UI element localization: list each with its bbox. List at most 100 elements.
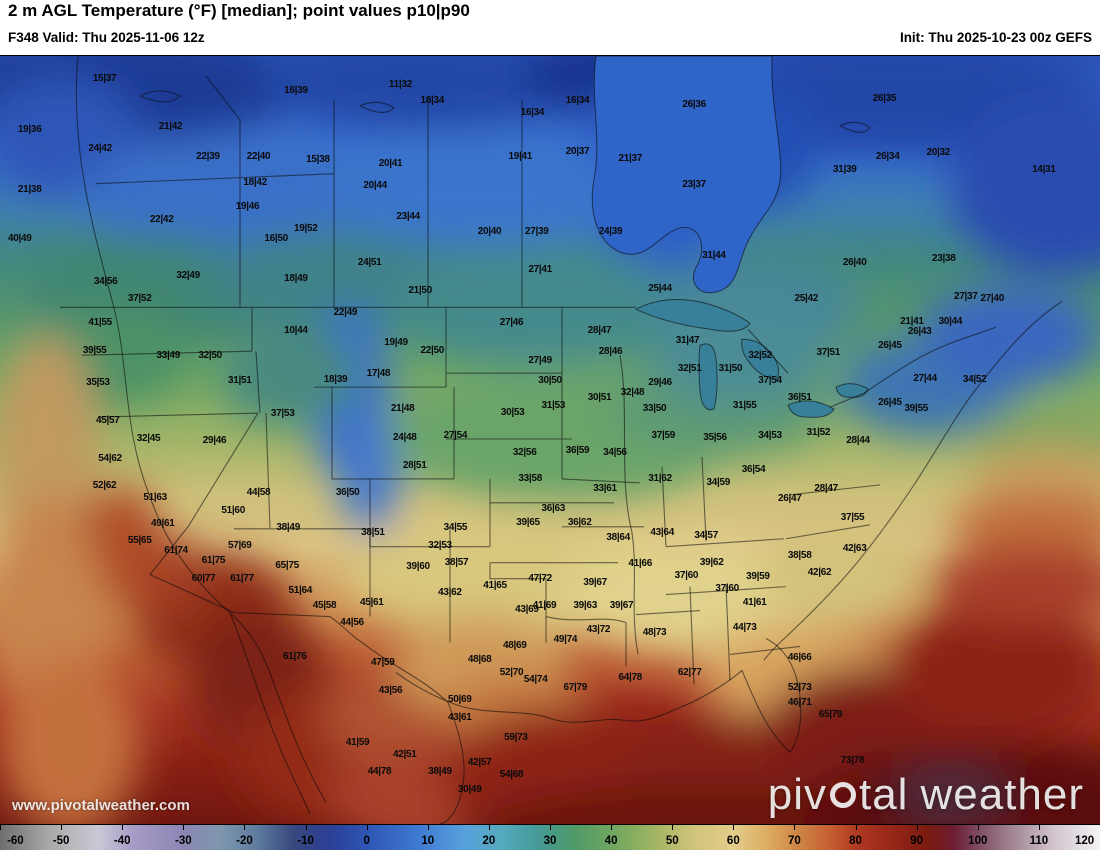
point-value: 61|74 [164,544,188,556]
temperature-map[interactable]: 15|37 16|39 11|32 18|34 16|34 16|34 26|36 26|35… [0,55,1100,825]
point-value: 32|49 [176,270,200,282]
point-value: 19|41 [508,150,533,162]
point-value: 25|42 [794,292,819,304]
water-bodies [591,56,869,418]
point-value: 20|37 [565,146,590,157]
point-value: 39|55 [904,403,929,415]
point-value: 44|78 [367,765,392,777]
point-value: 39|67 [583,576,607,588]
point-value: 28|47 [814,483,838,495]
point-value: 30|51 [587,391,612,403]
point-value: 41|69 [532,599,557,611]
point-value: 39|59 [746,571,770,583]
point-value: 30|49 [457,784,482,796]
point-value: 40|49 [8,232,32,244]
point-value: 42|57 [467,757,492,769]
point-value: 50|69 [448,693,472,705]
point-value: 34|56 [603,447,627,459]
point-value: 31|62 [648,473,672,485]
point-value: 25|44 [648,282,672,294]
point-value: 16|34 [520,106,545,118]
colorbar-tick-mark [0,825,1,830]
point-value: 31|51 [228,374,252,386]
point-value: 24|51 [357,256,382,268]
colorbar-tick-label: 120 [1075,835,1095,847]
point-value: 27|44 [913,373,937,385]
point-value: 32|48 [620,387,645,399]
point-value: 52|62 [92,480,117,492]
point-value: 26|34 [875,150,900,162]
point-value: 39|65 [516,516,540,528]
point-value: 51|64 [288,584,313,596]
point-value: 42|51 [393,748,417,760]
header-subrow: F348 Valid: Thu 2025-11-06 12z Init: Thu… [8,30,1092,45]
point-value: 23|38 [932,252,956,264]
point-value: 28|46 [598,346,623,358]
point-value: 65|79 [818,708,843,720]
colorbar-tick-label: -40 [113,835,131,847]
point-value: 15|38 [306,154,330,166]
colorbar-tick-label: 50 [665,835,679,847]
point-value: 46|66 [787,652,812,664]
point-value: 21|41 [900,316,924,328]
point-value: 22|49 [333,307,358,319]
colorbar-tick-mark [977,825,979,830]
point-value: 61|77 [230,573,254,584]
point-value: 30|44 [938,316,963,328]
point-value: 51|63 [143,491,167,503]
point-value: 54|68 [499,768,524,780]
point-value: 67|79 [563,682,588,694]
point-value: 36|62 [567,516,592,528]
point-value: 11|32 [388,79,412,91]
point-value: 37|53 [270,407,295,419]
point-value: 31|44 [702,250,726,262]
colorbar-tick-mark [672,825,674,830]
point-value: 45|61 [360,596,384,608]
point-value: 44|58 [246,486,271,498]
point-value: 35|56 [703,431,727,443]
point-value: 34|55 [443,521,468,533]
colorbar-tick-label: 110 [1029,835,1049,847]
header: 2 m AGL Temperature (°F) [median]; point… [0,0,1100,55]
point-value: 59|73 [504,731,528,743]
point-value: 39|67 [609,599,634,611]
point-value: 47|72 [528,573,552,584]
point-value: 48|69 [503,639,527,651]
temperature-map-svg [0,56,1100,824]
point-value: 32|45 [136,433,161,445]
point-value: 60|77 [191,573,216,584]
point-value: 37|60 [715,582,739,594]
point-value: 14|31 [1032,164,1056,176]
logo-text-post: weather [920,770,1084,819]
colorbar-tick-mark [855,825,857,830]
point-value: 22|40 [246,151,271,163]
point-value: 61|75 [201,554,226,566]
point-value: 31|55 [732,400,757,412]
colorbar-tick-label: 60 [726,835,740,847]
point-value: 18|49 [284,272,308,284]
point-value: 43|61 [448,712,472,724]
point-value: 57|69 [228,539,252,551]
point-value: 28|44 [846,434,870,446]
point-value: 39|60 [406,561,430,573]
point-value: 64|78 [618,672,643,684]
point-value: 33|58 [518,473,542,485]
colorbar-tick-label: -60 [7,835,24,847]
point-values-layer: 15|37 16|39 11|32 18|34 16|34 16|34 26|36 26|35… [0,56,1100,824]
point-value: 20|32 [926,146,951,158]
point-value: 32|52 [748,350,772,362]
point-value: 26|35 [872,93,897,104]
point-value: 15|37 [92,73,117,85]
point-value: 19|49 [384,337,408,349]
point-value: 43|69 [515,604,539,616]
point-value: 26|45 [878,397,902,409]
point-value: 51|60 [221,504,245,516]
point-value: 37|59 [651,430,676,442]
colorbar-tick-mark [427,825,429,830]
point-value: 47|59 [371,656,395,668]
point-value: 32|50 [198,350,222,362]
point-value: 26|40 [842,256,867,268]
colorbar-tick-label: 10 [421,835,435,847]
point-value: 39|55 [82,344,107,356]
colorbar-wrap: -60 -50 -40 -30 -20 -10 0 10 20 30 40 50 60 70 80 90 100… [0,825,1100,850]
